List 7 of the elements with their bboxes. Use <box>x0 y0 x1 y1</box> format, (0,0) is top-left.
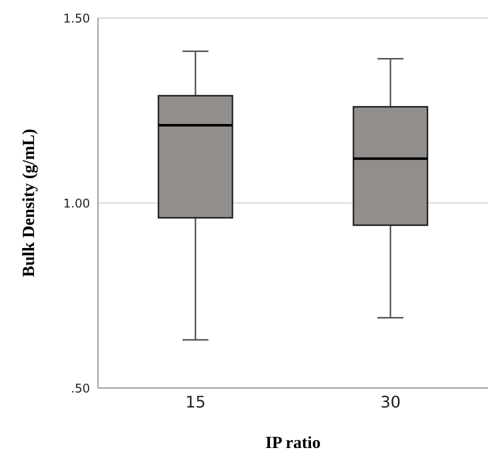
x-tick-label: 15 <box>185 392 206 412</box>
y-axis-title: Bulk Density (g/mL) <box>19 128 38 278</box>
y-tick-label: .50 <box>70 381 90 396</box>
x-axis-title: IP ratio <box>265 433 321 452</box>
y-tick-label: 1.00 <box>63 196 90 210</box>
x-tick-label: 30 <box>380 392 401 412</box>
y-tick-label: 1.50 <box>63 11 90 26</box>
